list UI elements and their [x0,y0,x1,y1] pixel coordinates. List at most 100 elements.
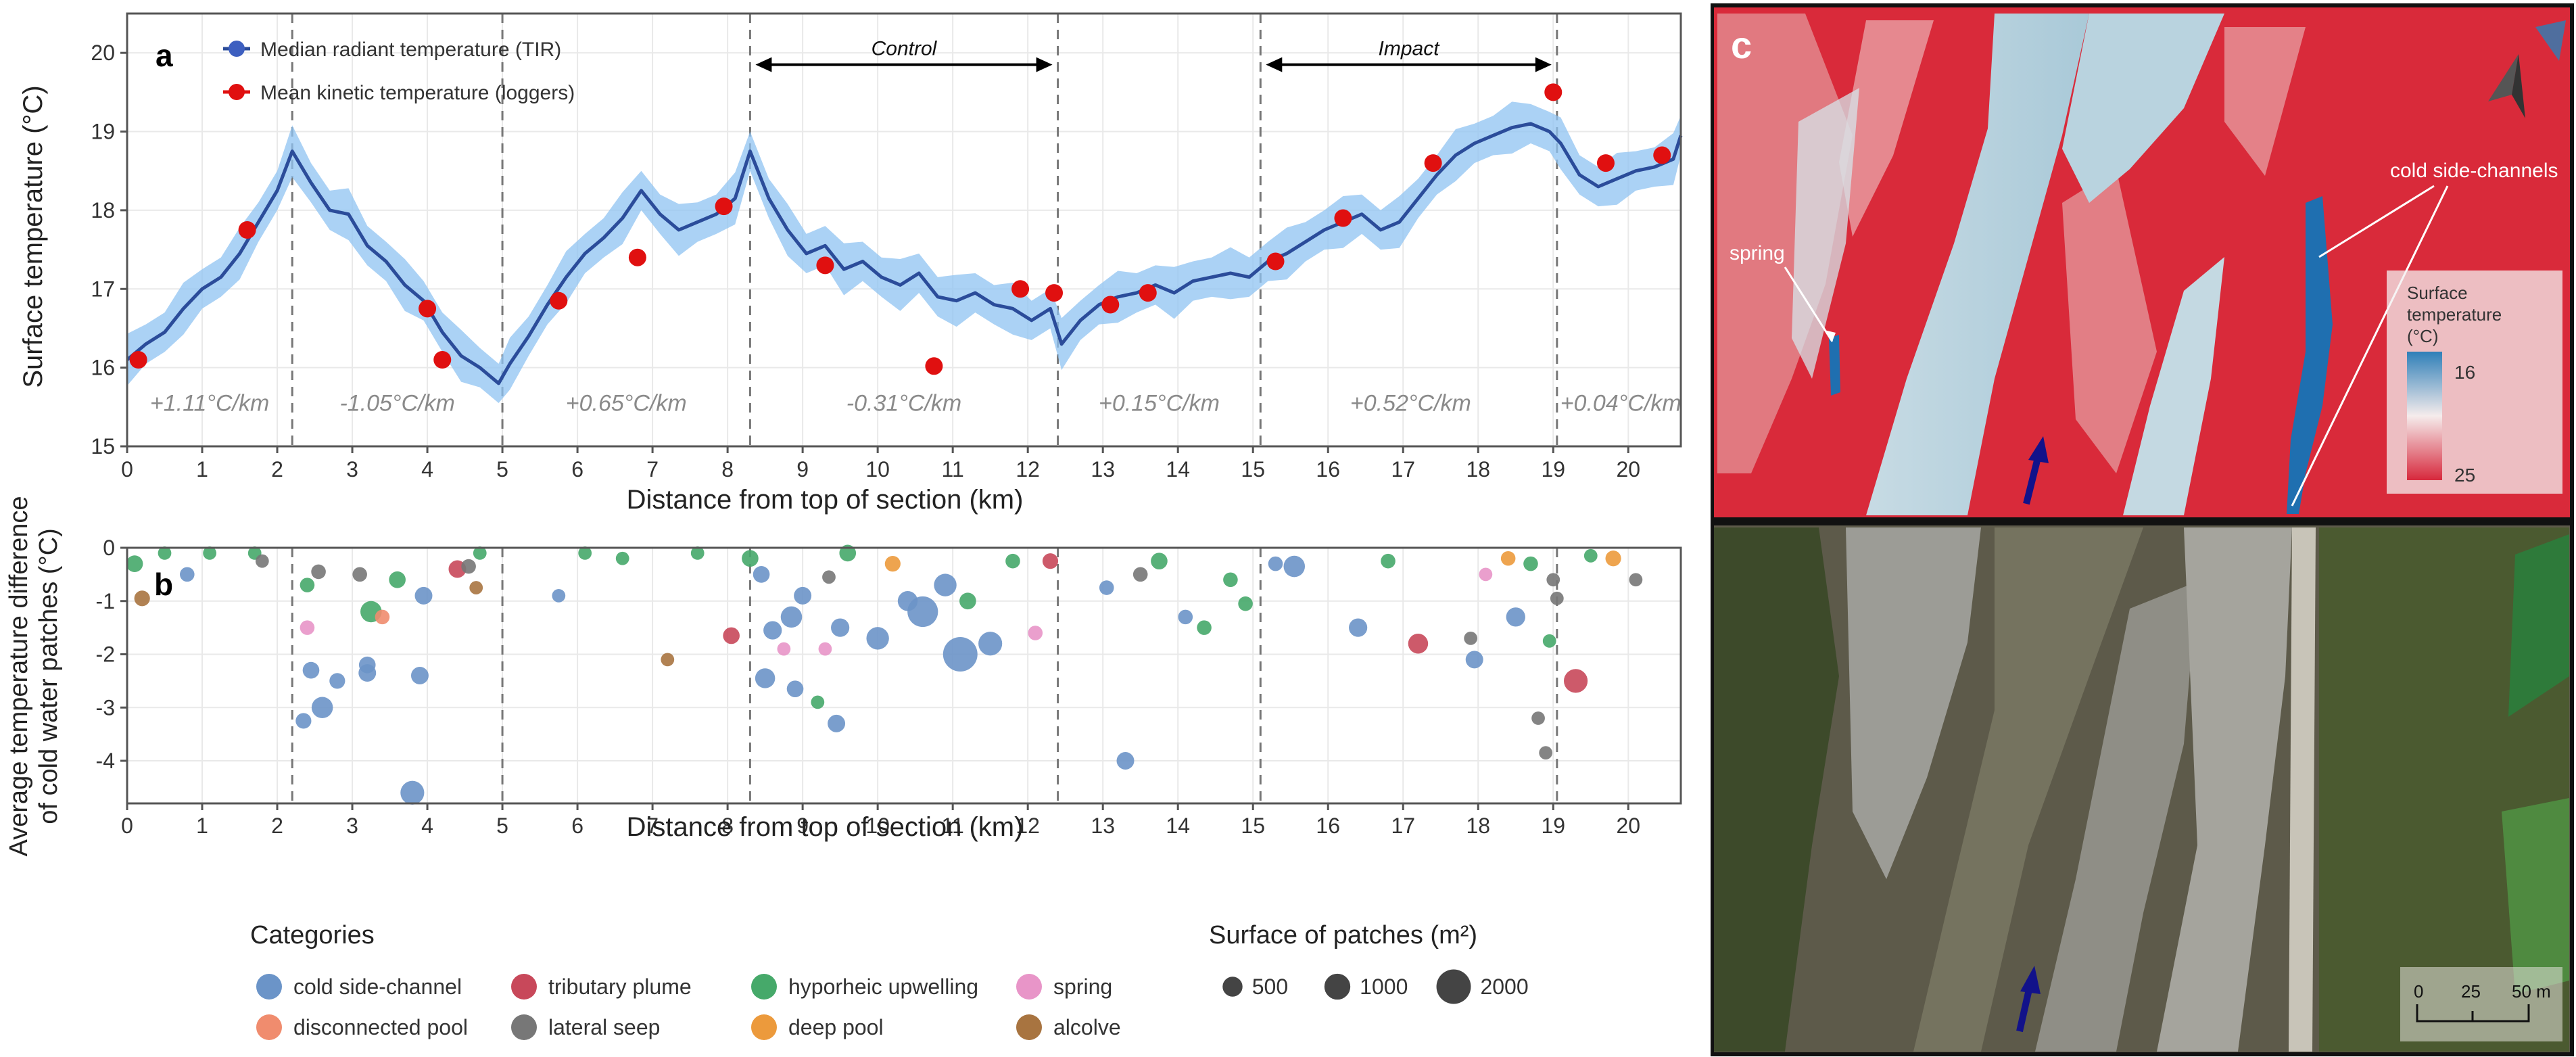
patch-point [295,713,312,729]
patch-point [1564,669,1588,693]
b-xtick-label: 16 [1316,814,1340,838]
logger-point [1101,296,1120,314]
a-xtick-label: 9 [796,457,809,481]
patch-point [552,588,566,603]
b-xtick-label: 9 [796,814,809,838]
b-xtick-label: 4 [421,814,433,838]
north-arrow-icon [2488,54,2525,118]
logger-point [1544,83,1563,101]
annotation-arrow-2 [2291,185,2449,507]
category-swatch [751,974,777,1000]
colorbar-min-label: 16 [2454,362,2475,383]
legend-logger-label: Mean kinetic temperature (loggers) [260,82,575,104]
panel-a-frame [126,12,1682,448]
logger-point [550,291,568,310]
scalebar-background [2400,967,2562,1041]
logger-point [816,256,834,275]
size-label: 2000 [1480,974,1528,999]
logger-point [419,300,437,318]
patch-point [329,673,345,689]
panel-b-frame [126,546,1682,805]
patch-point [400,780,425,805]
patch-point [822,570,836,584]
a-xtick-label: 15 [1241,457,1265,481]
b-ytick-label: -1 [96,589,115,613]
category-label: spring [1053,974,1112,999]
logger-point [1011,280,1030,298]
b-xtick-label: 15 [1241,814,1265,838]
a-ytick-label: 15 [91,434,115,459]
bottom-legend: Categories cold side-channel disconnected… [250,921,1529,1040]
size-label: 1000 [1360,974,1408,999]
logger-point [1424,154,1442,172]
b-xtick-label: 11 [942,814,964,838]
b-xtick-label: 0 [121,814,133,838]
patch-point [375,609,390,625]
control-impact-arrows: Control Impact [755,38,1552,72]
patch-point [461,559,476,574]
a-ytick-label: 18 [91,198,115,222]
b-ytick-label: -2 [96,642,115,667]
panel-a-legend: Median radiant temperature (TIR) Mean ki… [223,39,575,104]
patch-point [1408,634,1429,654]
patch-point [1005,553,1020,569]
patch-point [1479,567,1493,582]
patch-point [311,697,333,719]
spring-shape [1829,335,1840,396]
logger-point [1266,252,1285,271]
patch-point [1542,634,1556,648]
arrow-label: Impact [1379,38,1441,60]
patch-point [959,592,976,610]
patch-point [352,567,367,582]
patch-point [1151,553,1168,570]
b-xtick-label: 12 [1016,814,1040,838]
aerial-field-top [2508,534,2569,717]
patch-point [866,627,889,650]
a-xtick-label: 6 [571,457,583,481]
size-label: 500 [1252,974,1288,999]
logger-point [1139,284,1157,302]
patch-point [134,590,150,607]
patch-point [1116,752,1135,770]
patch-point [1629,573,1643,587]
a-ytick-label: 19 [91,120,115,144]
patch-point [1178,609,1193,625]
patch-point [180,567,195,582]
a-xtick-label: 19 [1541,457,1565,481]
patch-point [1349,618,1368,637]
size-swatch [1324,973,1351,1000]
panel-a-x-label: Distance from top of section (km) [627,485,1024,515]
patch-point [1550,591,1564,605]
scalebar-line [2416,1004,2530,1023]
aerial-image: 0 25 50 m [1711,521,2574,1056]
patch-point [158,546,172,560]
b-ytick-label: -4 [96,749,115,773]
patch-point [690,546,705,560]
category-label: tributary plume [548,974,692,999]
patch-point [469,581,483,594]
figure-panels-ab: +1.11°C/km -1.05°C/km +0.65°C/km -0.31°C/km… [5,12,1683,1040]
patch-point [578,546,592,560]
a-xtick-label: 4 [421,457,433,481]
a-xtick-label: 18 [1466,457,1490,481]
patch-point [302,661,320,679]
patch-point [1464,631,1478,645]
scalebar-label-50: 50 m [2512,981,2551,1002]
colorbar-max-label: 25 [2454,465,2475,486]
patch-point [723,627,740,644]
categories-title: Categories [250,921,375,949]
patch-point [414,586,433,605]
aerial-field-bottom [2502,798,2569,994]
a-xtick-label: 8 [721,457,734,481]
b-xtick-label: 20 [1616,814,1640,838]
patch-point [978,632,1003,656]
panel-a-label: a [156,38,173,73]
panel-b-label: b [154,567,173,602]
patch-point [255,554,269,568]
patch-point [811,695,825,709]
b-xtick-label: 2 [271,814,283,838]
patch-point [1605,550,1621,567]
a-xtick-label: 1 [196,457,208,481]
patch-point [1283,555,1306,578]
b-xtick-label: 3 [346,814,358,838]
